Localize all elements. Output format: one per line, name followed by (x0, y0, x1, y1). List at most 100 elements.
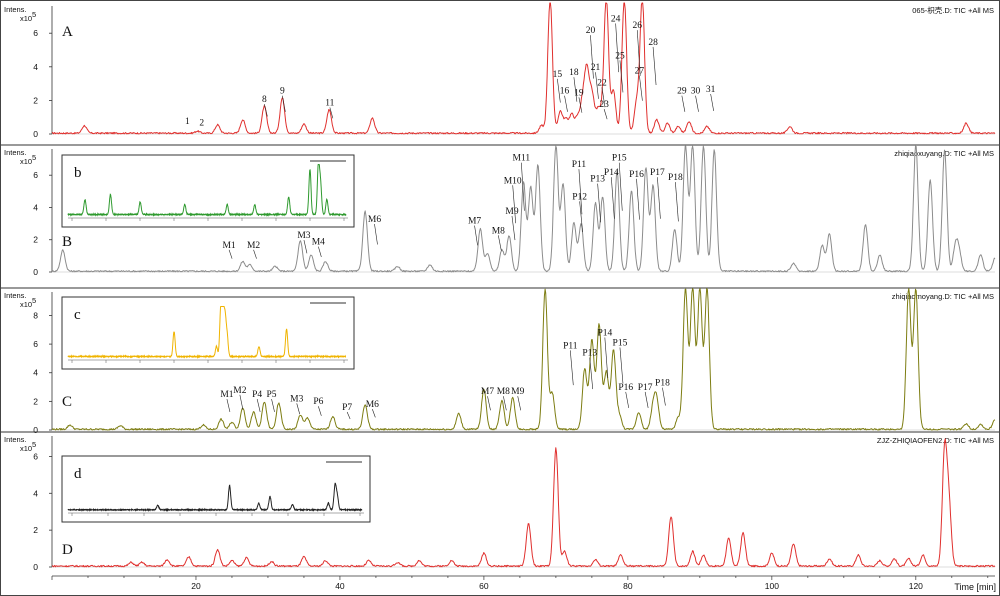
y-exponent-label: x10 (20, 300, 32, 309)
peak-label: P18 (655, 379, 670, 389)
peak-label: M4 (312, 238, 325, 248)
peak-label: M10 (504, 176, 522, 186)
peak-label: P14 (604, 168, 619, 178)
peak-leader (487, 396, 491, 411)
peak-label: P7 (342, 403, 352, 413)
peak-leader (264, 104, 268, 117)
peak-leader (329, 107, 334, 119)
y-unit-label: Intens. (4, 5, 27, 14)
peak-label: M9 (511, 387, 524, 397)
peak-leader (564, 95, 568, 112)
peak-leader (557, 78, 561, 103)
peak-leader (303, 240, 308, 254)
peak-label: 1 (185, 117, 190, 127)
peak-label: P17 (638, 383, 653, 393)
peak-label: P15 (613, 339, 628, 349)
peak-label: P6 (313, 397, 323, 407)
peak-label: P11 (572, 160, 587, 170)
peak-leader (601, 87, 606, 108)
peak-leader (256, 399, 261, 412)
peak-label: P15 (612, 154, 627, 164)
x-axis-label: Time [min] (954, 582, 996, 592)
y-tick-label: 6 (33, 339, 38, 349)
peak-label: M9 (505, 207, 518, 217)
peak-leader (573, 77, 578, 102)
peak-leader (710, 93, 714, 111)
peak-leader (282, 95, 286, 112)
peak-leader (615, 23, 619, 73)
peak-leader (681, 95, 686, 112)
y-exponent-power: 5 (32, 440, 36, 449)
y-unit-label: Intens. (4, 148, 27, 157)
y-tick-label: 6 (33, 170, 38, 180)
inset-frame (61, 455, 371, 523)
peak-leader (589, 357, 594, 390)
peak-leader (578, 169, 583, 215)
peak-label: M1 (220, 390, 233, 400)
peak-leader (636, 30, 641, 76)
x-tick-label: 120 (909, 581, 923, 591)
y-tick-label: 0 (33, 267, 38, 277)
x-tick-label: 60 (479, 581, 489, 591)
inset-letter: d (74, 466, 82, 482)
peak-leader (657, 177, 661, 219)
panel-letter: C (62, 394, 72, 410)
peak-label: 29 (677, 87, 687, 97)
peak-label: M8 (497, 387, 510, 397)
y-tick-label: 2 (33, 235, 38, 245)
peak-label: 8 (262, 95, 267, 105)
peak-label: P12 (572, 192, 587, 202)
peak-label: P16 (618, 383, 633, 393)
y-exponent-label: x10 (20, 14, 32, 23)
peak-label: 27 (635, 67, 645, 77)
x-tick-label: 40 (335, 581, 345, 591)
peak-leader (374, 223, 378, 245)
peak-label: 26 (632, 21, 642, 31)
peak-leader (511, 215, 516, 241)
y-exponent-power: 5 (32, 296, 36, 305)
inset-frame (61, 296, 355, 370)
peak-label: 25 (615, 51, 625, 61)
y-tick-label: 4 (33, 368, 38, 378)
y-tick-label: 0 (33, 562, 38, 572)
y-unit-label: Intens. (4, 435, 27, 444)
peak-label: 23 (599, 100, 609, 110)
peak-leader (618, 162, 623, 211)
peak-label: P16 (629, 170, 644, 180)
peak-label: P17 (650, 168, 665, 178)
peak-leader (603, 109, 608, 120)
peak-label: 16 (560, 87, 570, 97)
panel-header: ZJZ-ZHIQIAOFEN2.D: TIC +All MS (877, 436, 994, 445)
y-exponent-label: x10 (20, 157, 32, 166)
peak-label: M7 (468, 217, 481, 227)
peak-leader (675, 182, 679, 222)
time-axis: 20 40 60 80 100 120 Time [min] (51, 575, 996, 592)
peak-label: M8 (492, 226, 505, 236)
inset-d: d (61, 455, 371, 523)
peak-label: M3 (297, 231, 310, 241)
peak-leader (521, 162, 525, 211)
peak-label: 9 (280, 87, 285, 97)
y-tick-label: 6 (33, 28, 38, 38)
panel-header: 065-枳壳.D: TIC +All MS (912, 5, 994, 15)
peak-leader (318, 406, 322, 416)
peak-leader (695, 95, 699, 112)
y-tick-label: 2 (33, 396, 38, 406)
y-tick-label: 4 (33, 62, 38, 72)
peak-label: P18 (668, 173, 683, 183)
peak-leader (652, 46, 657, 86)
peak-label: 31 (706, 85, 716, 95)
tic-trace (51, 2, 996, 135)
peak-leader (346, 411, 351, 420)
peak-label: P5 (267, 390, 277, 400)
inset-trace (67, 482, 363, 513)
peak-label: 15 (553, 70, 563, 80)
peak-leader (372, 408, 376, 418)
peak-leader (619, 60, 624, 93)
peak-leader (498, 235, 502, 251)
inset-c: c (61, 296, 355, 370)
peak-leader (644, 391, 649, 409)
